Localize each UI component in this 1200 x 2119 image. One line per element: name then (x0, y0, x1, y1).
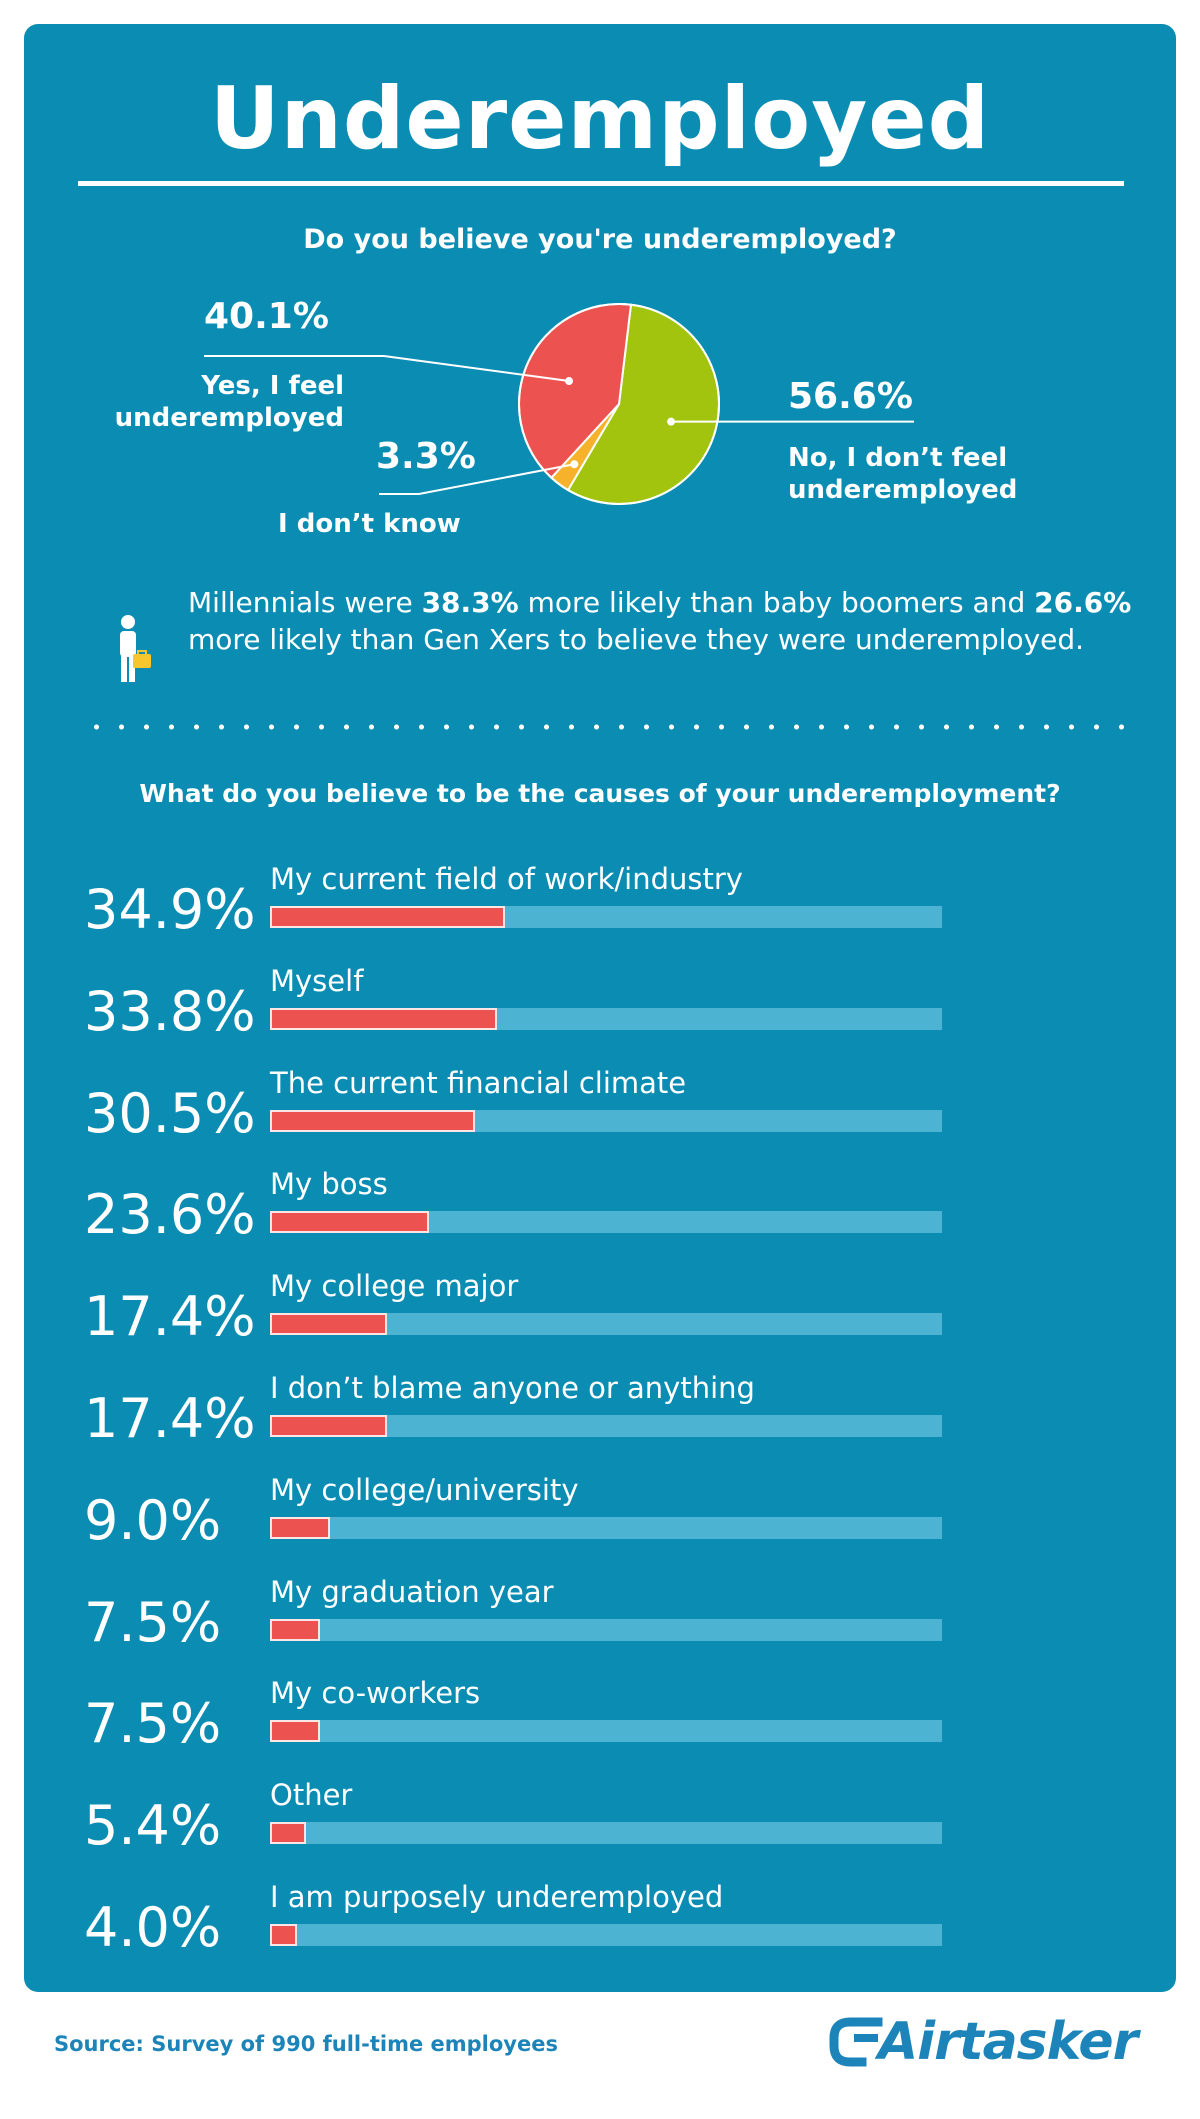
bar-category-label: I am purposely underemployed (270, 1880, 724, 1914)
bar-value-label: 5.4% (84, 1794, 222, 1858)
bar-track (270, 1415, 942, 1437)
bar-value-label: 17.4% (84, 1285, 256, 1349)
bar-row: 5.4% Other (24, 1778, 1176, 1882)
pie-label-yes-line2: underemployed (114, 403, 344, 433)
bar-row: 17.4% My college major (24, 1269, 1176, 1373)
pie-pct-no: 56.6% (788, 376, 913, 417)
pie-label-dont-know: I don’t know (278, 509, 461, 539)
pie-label-no-line1: No, I don’t feel (788, 443, 1008, 473)
bar-track (270, 1211, 942, 1234)
person-with-briefcase-icon (120, 615, 151, 682)
pie-leader-dot (667, 417, 676, 426)
bar-fill (270, 1516, 331, 1539)
bar-value-label: 23.6% (84, 1183, 256, 1247)
bar-value-label: 4.0% (84, 1896, 222, 1959)
pie-label-no: No, I don’t feel underemployed (788, 442, 1017, 506)
bar-fill (270, 1007, 498, 1030)
airtasker-logo: Airtasker (828, 2012, 1138, 2072)
bar-row: 34.9% My current field of work/industry (24, 862, 1176, 966)
bar-row: 23.6% My boss (24, 1167, 1176, 1271)
bar-value-label: 34.9% (84, 878, 256, 941)
bar-row: 9.0% My college/university (24, 1473, 1176, 1577)
bar-value-label: 9.0% (84, 1488, 222, 1552)
bar-fill (270, 906, 505, 928)
title-divider (78, 181, 1124, 186)
note-part3: more likely than Gen Xers to believe the… (188, 623, 1085, 656)
bar-track (270, 1516, 942, 1539)
pie-pct-dont-know: 3.3% (376, 436, 476, 477)
bar-row: 7.5% My graduation year (24, 1575, 1176, 1679)
bar-value-label: 7.5% (84, 1692, 222, 1756)
bar-row: 7.5% My co-workers (24, 1676, 1176, 1780)
bar-track (270, 1109, 942, 1132)
bar-track (270, 1618, 942, 1641)
bar-value-label: 33.8% (84, 979, 256, 1043)
infographic-card: Underemployed Do you believe you're unde… (24, 24, 1176, 1992)
pie-outline (518, 303, 720, 505)
bar-category-label: My co-workers (270, 1676, 481, 1711)
bar-value-label: 30.5% (84, 1081, 256, 1145)
bar-value-label: 17.4% (84, 1387, 256, 1450)
pie-question: Do you believe you're underemployed? (303, 224, 897, 255)
bar-track (270, 906, 942, 928)
bar-row: 4.0% I am purposely underemployed (24, 1880, 1176, 1984)
note-part1: Millennials were (188, 586, 422, 619)
bar-fill (270, 1618, 321, 1641)
dotted-divider (84, 724, 1144, 730)
bar-category-label: My current field of work/industry (270, 862, 743, 896)
bar-category-label: My college major (270, 1269, 519, 1304)
pie-leader-line (204, 355, 570, 383)
note-part2: more likely than baby boomers and (518, 586, 1035, 619)
bar-row: 30.5% The current financial climate (24, 1066, 1176, 1170)
airtasker-logo-icon (829, 2017, 883, 2067)
millennials-note: Millennials were 38.3% more likely than … (188, 584, 1148, 658)
bars-question: What do you believe to be the causes of … (139, 779, 1061, 808)
bar-category-label: The current financial climate (270, 1065, 687, 1100)
brand-name: Airtasker (878, 2012, 1138, 2072)
bar-fill (270, 1720, 321, 1743)
bar-fill (270, 1415, 387, 1437)
bar-category-label: My graduation year (270, 1574, 554, 1609)
pie-label-yes-line1: Yes, I feel (201, 371, 344, 401)
bar-fill (270, 1211, 429, 1234)
bar-category-label: Myself (270, 963, 364, 998)
pie-label-yes: Yes, I feel underemployed (94, 370, 344, 434)
bar-fill (270, 1109, 475, 1132)
note-bold2: 26.6% (1034, 586, 1132, 619)
bar-track (270, 1924, 942, 1946)
bar-fill (270, 1313, 387, 1336)
pie-leader-dot (570, 460, 579, 469)
bar-category-label: Other (270, 1778, 353, 1813)
bar-fill (270, 1822, 307, 1845)
pie-pct-yes: 40.1% (204, 296, 329, 337)
pie-leader-line (379, 463, 575, 495)
bar-value-label: 7.5% (84, 1590, 222, 1654)
pie-leader-dot (565, 377, 574, 386)
bar-category-label: My boss (270, 1167, 388, 1202)
bar-track (270, 1007, 942, 1030)
bar-track (270, 1720, 942, 1743)
note-bold1: 38.3% (421, 586, 519, 619)
bar-track (270, 1822, 942, 1845)
pie-label-no-line2: underemployed (788, 475, 1018, 505)
bar-row: 17.4% I don’t blame anyone or anything (24, 1371, 1176, 1475)
pie-chart (204, 303, 914, 505)
bar-fill (270, 1924, 297, 1946)
bar-category-label: My college/university (270, 1472, 579, 1507)
bar-track (270, 1313, 942, 1336)
bar-category-label: I don’t blame anyone or anything (270, 1371, 755, 1405)
page-title: Underemployed (209, 69, 991, 169)
bar-row: 33.8% Myself (24, 964, 1176, 1068)
source-note: Source: Survey of 990 full-time employee… (54, 2032, 558, 2056)
